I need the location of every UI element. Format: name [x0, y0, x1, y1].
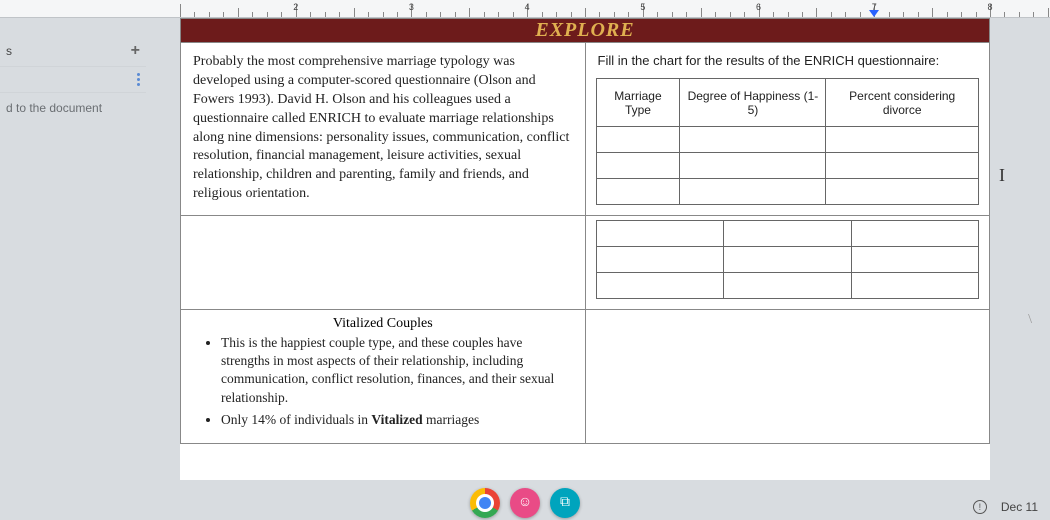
table-cell[interactable]	[851, 273, 979, 299]
outline-link[interactable]: d to the document	[0, 93, 146, 123]
taskbar-dock: ☺ ⧉	[470, 488, 580, 518]
table-cell[interactable]	[596, 221, 724, 247]
table-cell[interactable]	[826, 153, 979, 179]
table-cell[interactable]	[680, 153, 826, 179]
left-paragraph: Probably the most comprehensive marriage…	[181, 43, 585, 214]
explore-header: EXPLORE	[181, 19, 990, 43]
horizontal-ruler: 2345678	[0, 0, 1050, 18]
table-row[interactable]	[596, 221, 979, 247]
assistant-icon[interactable]: ☺	[510, 488, 540, 518]
table-cell[interactable]	[596, 273, 724, 299]
clock-date: Dec 11	[1001, 500, 1038, 514]
layout-table: EXPLORE Probably the most comprehensive …	[180, 18, 990, 444]
table-cell[interactable]	[596, 127, 680, 153]
table-cell[interactable]	[826, 127, 979, 153]
table-cell[interactable]	[596, 179, 680, 205]
list-item: Only 14% of individuals in Vitalized mar…	[221, 411, 569, 429]
table-cell[interactable]	[724, 247, 852, 273]
table-cell[interactable]	[596, 247, 724, 273]
table-header: Degree of Happiness (1-5)	[680, 79, 826, 127]
table-cell[interactable]	[724, 273, 852, 299]
table-row[interactable]	[596, 273, 979, 299]
table-header: Marriage Type	[596, 79, 680, 127]
table-row[interactable]	[596, 153, 979, 179]
vitalized-heading: Vitalized Couples	[181, 310, 585, 334]
table-cell[interactable]	[596, 153, 680, 179]
table-cell[interactable]	[680, 179, 826, 205]
enrich-results-table-2[interactable]	[596, 220, 980, 299]
table-row[interactable]	[596, 127, 979, 153]
table-row[interactable]	[596, 247, 979, 273]
table-cell[interactable]	[680, 127, 826, 153]
table-cell[interactable]	[724, 221, 852, 247]
text-cursor-icon: I	[999, 165, 1005, 186]
sidebar-row-label: s	[6, 44, 12, 58]
document-page[interactable]: EXPLORE Probably the most comprehensive …	[180, 18, 990, 480]
table-row[interactable]	[596, 179, 979, 205]
table-cell[interactable]	[851, 221, 979, 247]
table-header: Percent considering divorce	[826, 79, 979, 127]
scrollbar-hint: \	[1028, 312, 1032, 328]
plus-icon: +	[131, 42, 140, 60]
list-item: This is the happiest couple type, and th…	[221, 334, 569, 407]
enrich-results-table-1[interactable]: Marriage TypeDegree of Happiness (1-5)Pe…	[596, 78, 980, 205]
right-instruction: Fill in the chart for the results of the…	[586, 43, 990, 74]
chrome-icon[interactable]	[470, 488, 500, 518]
sidebar-row-more[interactable]	[0, 67, 146, 93]
table-cell[interactable]	[826, 179, 979, 205]
vitalized-bullets: This is the happiest couple type, and th…	[181, 334, 585, 443]
page-viewport: EXPLORE Probably the most comprehensive …	[180, 18, 990, 480]
sidebar-row-add[interactable]: s +	[0, 36, 146, 67]
table-cell[interactable]	[851, 247, 979, 273]
document-outline-sidebar: s + d to the document	[0, 30, 150, 129]
translate-icon[interactable]: ⧉	[550, 488, 580, 518]
notification-icon[interactable]: !	[973, 500, 987, 514]
system-tray: ! Dec 11	[973, 500, 1038, 514]
kebab-icon	[137, 73, 140, 86]
